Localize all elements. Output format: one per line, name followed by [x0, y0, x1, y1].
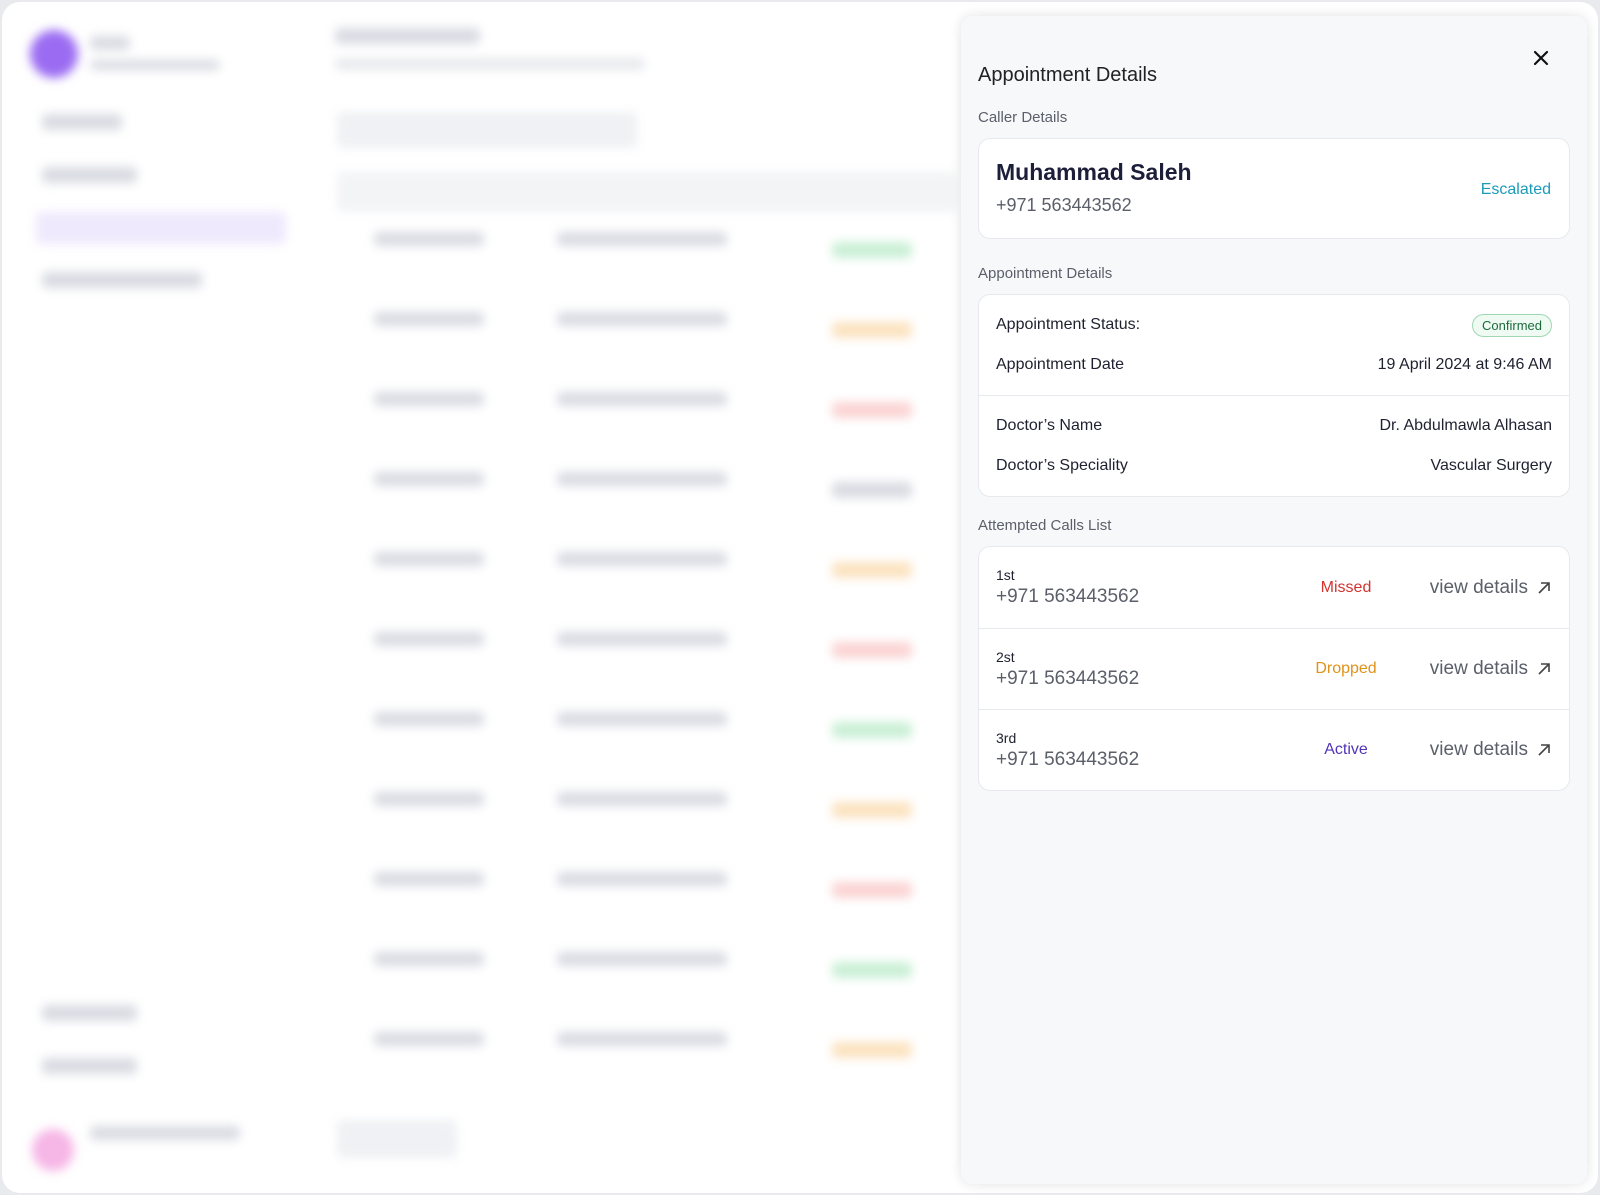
- detail-row: Doctor’s Name Dr. Abdulmawla Alhasan: [996, 406, 1552, 446]
- calls-card: 1st +971 563443562 Missed view details 2st +9…: [978, 546, 1570, 791]
- section-heading: Attempted Calls List: [978, 517, 1112, 534]
- call-phone: +971 563443562: [996, 748, 1140, 770]
- caller-status: Escalated: [1480, 181, 1551, 198]
- panel-title: Appointment Details: [978, 64, 1157, 86]
- caller-card: Muhammad Saleh +971 563443562 Escalated: [978, 138, 1570, 239]
- link-text[interactable]: view details: [1429, 739, 1528, 760]
- value: Dr. Abdulmawla Alhasan: [1379, 417, 1552, 434]
- call-phone: +971 563443562: [996, 667, 1140, 689]
- call-status: Dropped: [1315, 660, 1377, 677]
- call-row: 2st +971 563443562 Dropped view details: [979, 628, 1569, 709]
- call-info: 3rd +971 563443562: [996, 730, 1276, 771]
- caller-phone: +971 563443562: [996, 195, 1132, 215]
- call-info: 2st +971 563443562: [996, 649, 1276, 690]
- link-text[interactable]: view details: [1429, 658, 1528, 679]
- call-order: 1st: [996, 567, 1015, 583]
- label: Appointment Status:: [996, 316, 1141, 333]
- label: Doctor’s Name: [996, 417, 1103, 434]
- details-panel: Appointment Details Caller Details Muham…: [961, 16, 1587, 1184]
- arrow-icon[interactable]: [1536, 661, 1552, 677]
- appointment-card: Appointment Status: Confirmed Appointment…: [978, 294, 1570, 497]
- view-details-link[interactable]: view details: [1416, 577, 1552, 599]
- close-button[interactable]: [1531, 48, 1551, 68]
- call-status: Active: [1324, 741, 1368, 758]
- detail-row: Doctor’s Speciality Vascular Surgery: [996, 446, 1552, 486]
- link-text[interactable]: view details: [1429, 576, 1528, 598]
- call-row: 1st +971 563443562 Missed view details: [979, 547, 1569, 628]
- section-heading: Appointment Details: [978, 265, 1113, 282]
- detail-row: Appointment Date 19 April 2024 at 9:46 AM: [996, 345, 1552, 385]
- arrow-icon[interactable]: [1536, 580, 1552, 596]
- section-heading: Caller Details: [978, 109, 1068, 126]
- caller-name: Muhammad Saleh: [996, 159, 1192, 185]
- call-status: Missed: [1320, 578, 1372, 596]
- view-details-link[interactable]: view details: [1416, 739, 1552, 761]
- arrow-icon[interactable]: [1536, 742, 1552, 758]
- call-order: 2st: [996, 648, 1015, 665]
- call-info: 1st +971 563443562: [996, 567, 1276, 608]
- label: Appointment Date: [996, 356, 1125, 373]
- call-phone: +971 563443562: [996, 586, 1140, 607]
- detail-row: Appointment Status: Confirmed: [996, 305, 1552, 345]
- value: 19 April 2024 at 9:46 AM: [1377, 356, 1552, 373]
- label: Doctor’s Speciality: [996, 457, 1128, 474]
- call-order: 3rd: [996, 729, 1017, 746]
- status-pill: Confirmed: [1472, 313, 1552, 337]
- call-row: 3rd +971 563443562 Active view details: [979, 709, 1569, 790]
- value: Vascular Surgery: [1430, 457, 1552, 474]
- view-details-link[interactable]: view details: [1416, 658, 1552, 680]
